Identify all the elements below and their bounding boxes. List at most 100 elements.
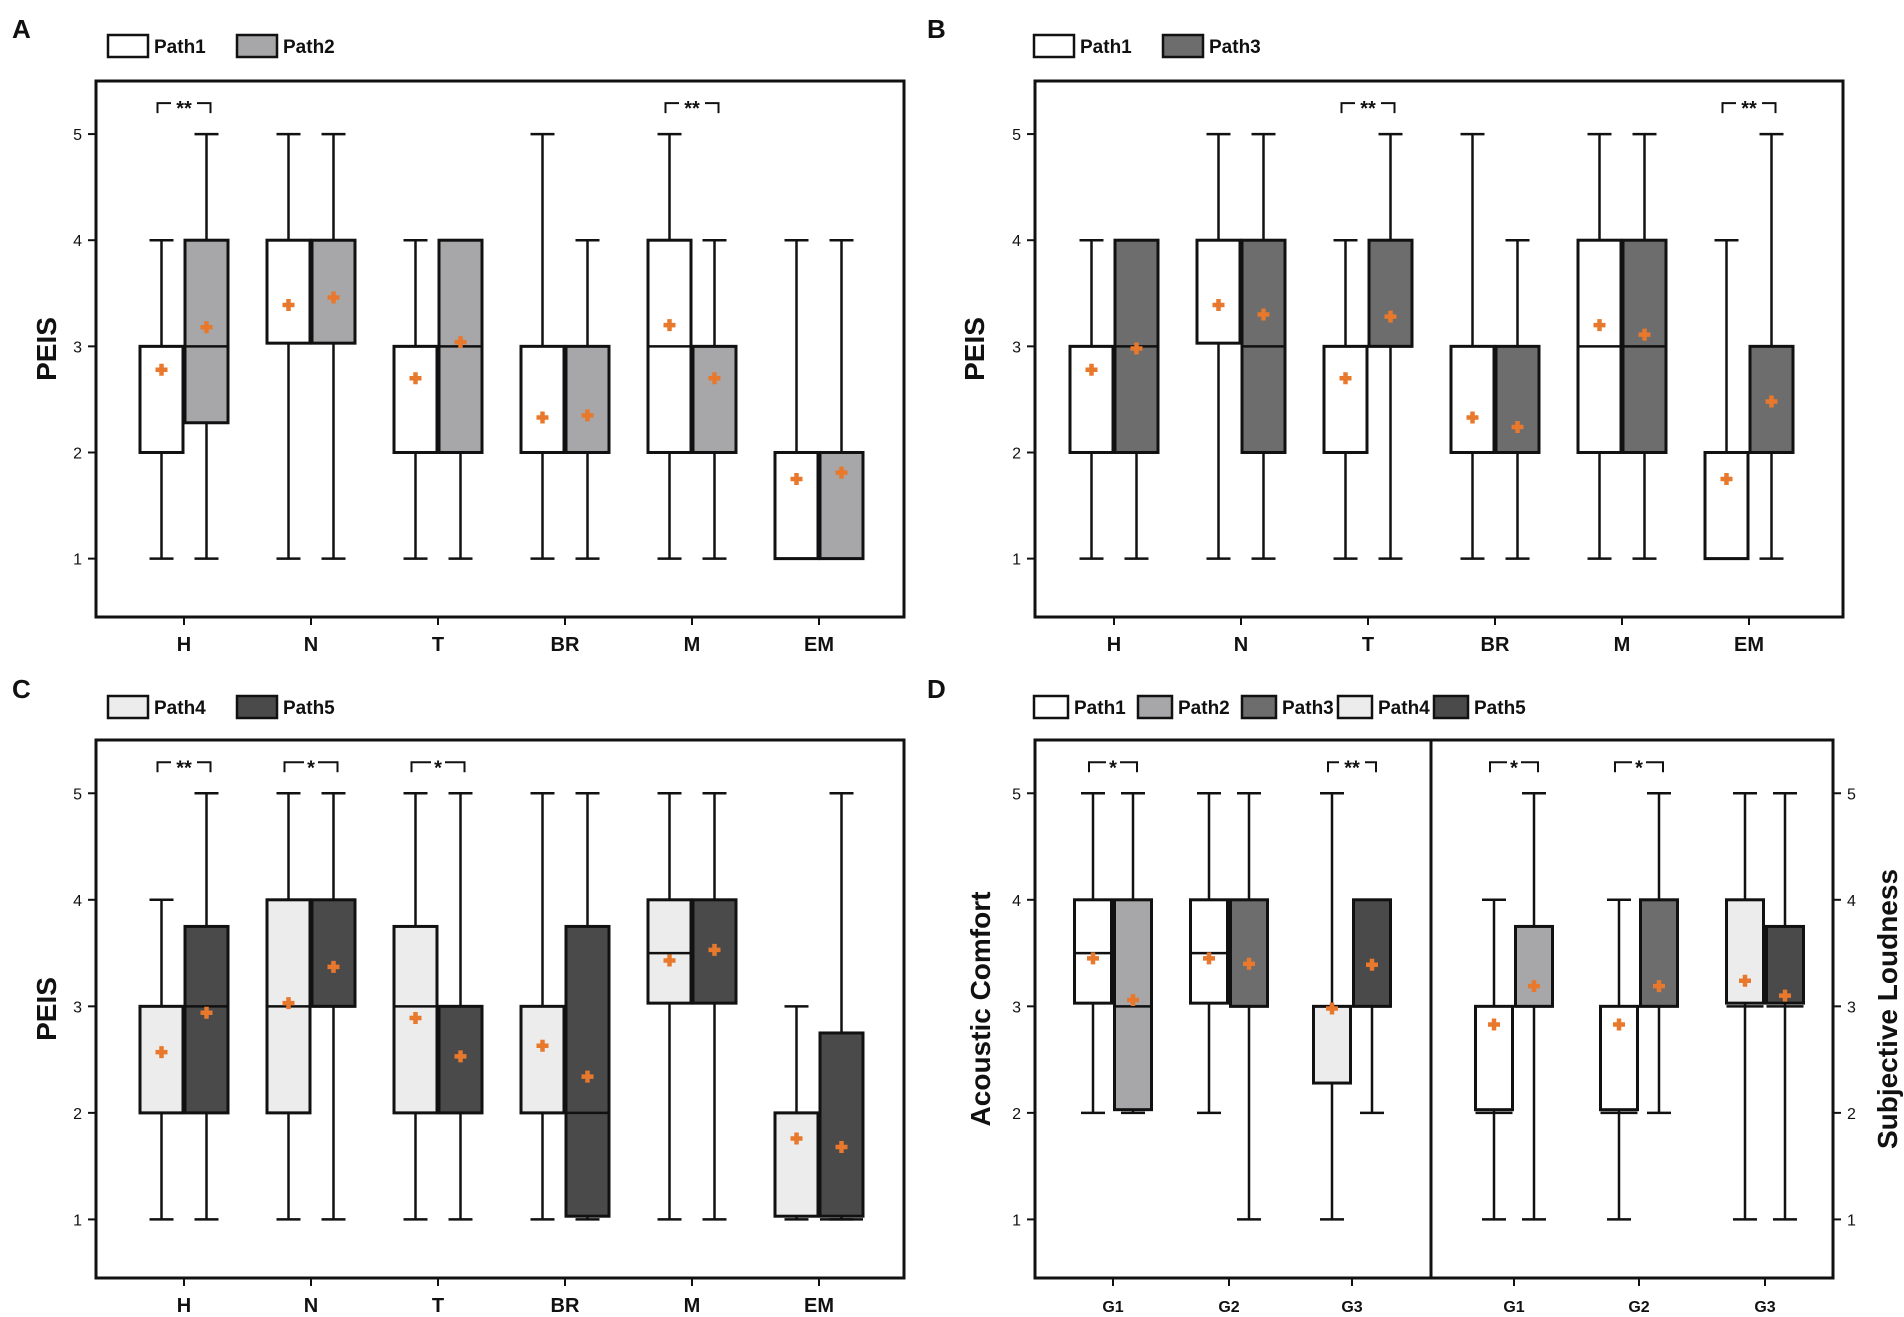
box-body <box>818 1031 865 1218</box>
significance-label: ** <box>1360 98 1376 120</box>
x-tick-label: T <box>1362 634 1374 656</box>
significance-label: ** <box>1344 757 1360 779</box>
legend-item: Path1 <box>1032 33 1132 59</box>
bracket-gap <box>1736 100 1762 107</box>
panel-letter: B <box>927 14 946 44</box>
box-body <box>1703 450 1750 561</box>
panel-b: B Path1 Path3 1 2 3 4 5 PEIS H N T BR M EM ** ** <box>927 14 1845 656</box>
box-path2 <box>1113 792 1153 1115</box>
legend-item: Path4 <box>106 694 206 720</box>
box-body <box>1229 898 1269 1008</box>
y-tick-label-right: 2 <box>1847 1106 1856 1123</box>
mean-marker <box>581 1070 594 1083</box>
x-tick-label: EM <box>1734 634 1764 656</box>
box-path4 <box>773 1005 820 1221</box>
box-path4 <box>265 792 312 1221</box>
y-tick-label: 5 <box>73 127 82 144</box>
y-tick-label: 5 <box>1012 127 1021 144</box>
y-axis-title: PEIS <box>959 317 990 381</box>
box-body <box>646 898 693 1005</box>
legend-item: Path2 <box>235 33 335 59</box>
y-tick-label: 3 <box>73 339 82 356</box>
mean-marker <box>1528 980 1540 993</box>
bracket-gap <box>1632 759 1646 766</box>
box-path1 <box>1449 132 1496 560</box>
box-body <box>1073 898 1113 1005</box>
box-path2 <box>437 238 484 560</box>
mean-marker <box>1203 952 1215 965</box>
mean-marker <box>708 943 721 956</box>
box-path5 <box>564 792 611 1221</box>
significance-bracket: ** <box>1327 757 1377 779</box>
box-path4 <box>519 792 566 1221</box>
mean-marker <box>1488 1018 1500 1031</box>
significance-bracket: ** <box>156 757 212 779</box>
box-body <box>691 344 738 454</box>
box-path3 <box>1494 238 1541 560</box>
mean-marker <box>1212 298 1225 311</box>
legend-swatch <box>1032 694 1070 720</box>
panel-letter: D <box>927 674 946 704</box>
y-tick-label-right: 4 <box>1847 893 1856 910</box>
box-body <box>564 344 611 454</box>
y-tick-label: 1 <box>73 1212 82 1229</box>
mean-marker <box>200 1006 213 1019</box>
plot-frame <box>94 79 906 619</box>
box-path1 <box>1068 238 1115 560</box>
mean-marker <box>1765 395 1778 408</box>
y-tick-label: 2 <box>1012 1106 1021 1123</box>
legend-swatch <box>1432 694 1470 720</box>
mean-marker <box>708 372 721 385</box>
x-tick-label: N <box>304 1295 318 1317</box>
box-body <box>138 1004 185 1115</box>
box-path3 <box>1639 792 1679 1115</box>
box-path4 <box>392 792 439 1221</box>
panel-a: A Path1 Path2 1 2 3 4 5 PEIS H N T BR M EM ** ** <box>12 14 906 656</box>
legend-item: Path1 <box>106 33 206 59</box>
mean-marker <box>155 363 168 376</box>
box-path3 <box>1229 792 1269 1221</box>
box-body <box>1068 344 1115 454</box>
y-axis-title-left: Acoustic Comfort <box>965 892 996 1127</box>
mean-marker <box>536 411 549 424</box>
legend-swatch <box>1336 694 1374 720</box>
mean-marker <box>536 1039 549 1052</box>
bracket-gap <box>1507 759 1521 766</box>
legend-swatch <box>1136 694 1174 720</box>
x-tick-label: M <box>684 634 701 656</box>
significance-bracket: * <box>283 757 339 779</box>
x-tick-label: H <box>177 1295 191 1317</box>
y-tick-label: 3 <box>1012 999 1021 1016</box>
mean-marker <box>409 372 422 385</box>
significance-bracket: ** <box>1721 98 1777 120</box>
box-path5 <box>183 792 230 1221</box>
x-tick-label: G3 <box>1341 1299 1362 1316</box>
significance-bracket: ** <box>156 98 212 120</box>
y-tick-label: 2 <box>73 445 82 462</box>
plot-frame <box>1033 79 1845 619</box>
box-path1 <box>1189 792 1229 1115</box>
legend-label: Path4 <box>154 698 206 719</box>
y-tick-label: 3 <box>1012 339 1021 356</box>
y-tick-label: 4 <box>1012 233 1021 250</box>
significance-label: ** <box>684 98 700 120</box>
significance-label: ** <box>176 757 192 779</box>
box-body <box>1195 238 1242 345</box>
x-tick-label: N <box>304 634 318 656</box>
mean-marker <box>790 1132 803 1145</box>
legend-label: Path2 <box>1178 698 1230 719</box>
legend-swatch <box>235 694 279 720</box>
box-path2 <box>183 132 230 560</box>
box-body <box>519 1004 566 1115</box>
box-path3 <box>1621 132 1668 560</box>
significance-bracket: ** <box>1340 98 1396 120</box>
x-tick-label: EM <box>804 634 834 656</box>
bracket-gap <box>679 100 705 107</box>
mean-marker <box>1466 411 1479 424</box>
box-body <box>183 924 230 1115</box>
box-body <box>519 344 566 454</box>
legend-swatch <box>235 33 279 59</box>
mean-marker <box>454 1050 467 1063</box>
box-path3 <box>1240 132 1287 560</box>
box-body <box>138 344 185 454</box>
